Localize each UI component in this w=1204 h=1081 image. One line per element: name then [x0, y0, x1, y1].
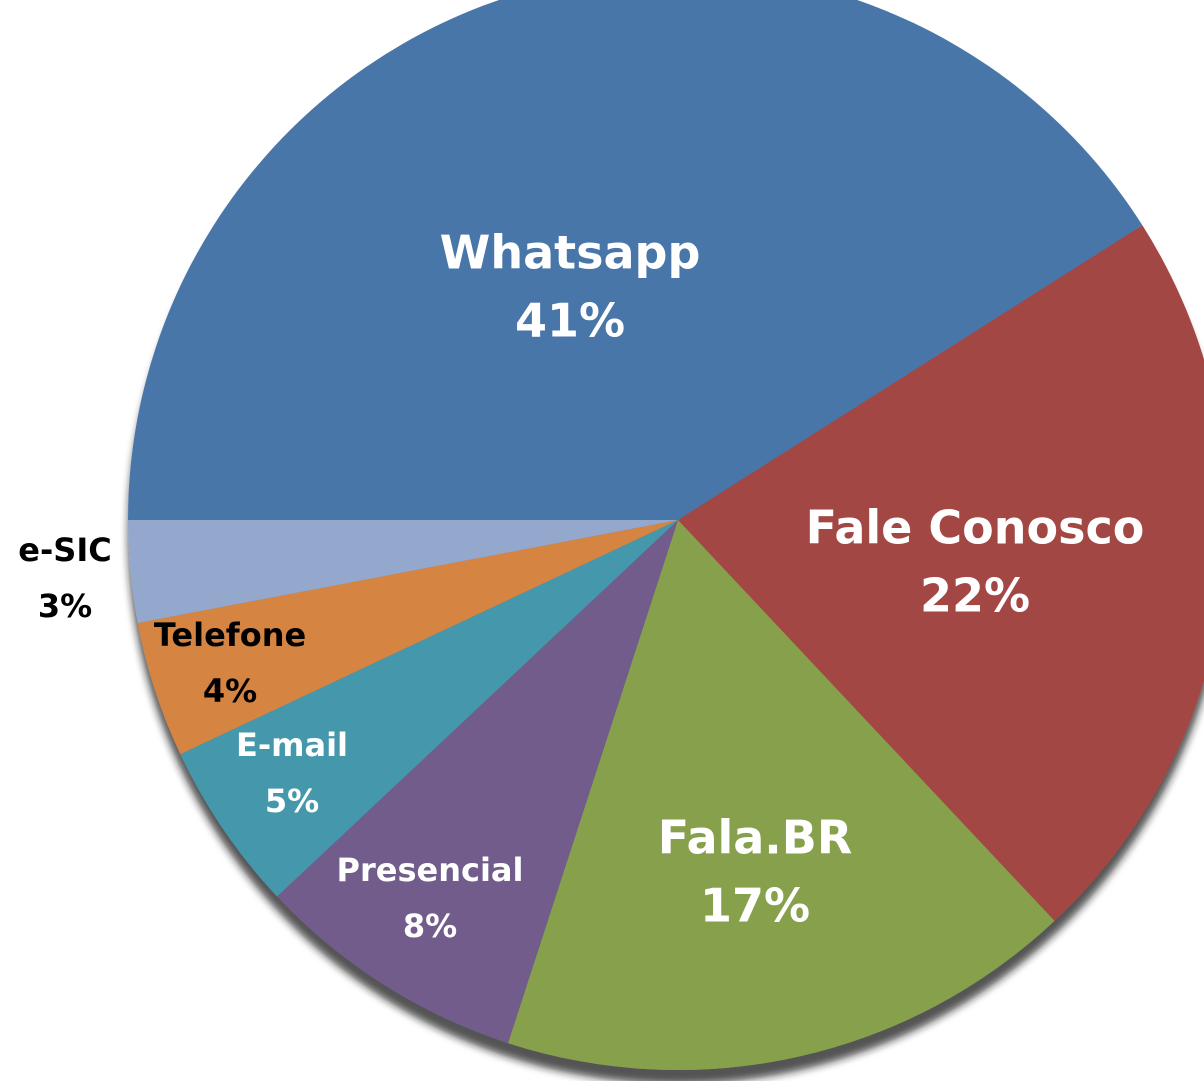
pie-slice	[277, 520, 678, 1044]
slice-value-label: 22%	[920, 569, 1030, 623]
pie	[128, 0, 1204, 1070]
labels: Whatsapp 41% Fale Conosco 22% Fala.BR 17% Pres…	[18, 226, 1144, 946]
slice-label: Fale Conosco	[806, 501, 1145, 555]
slice-label: Fala.BR	[658, 811, 853, 865]
pie-slice	[180, 520, 678, 897]
pie-slice	[678, 225, 1204, 921]
slice-label: e-SIC	[18, 531, 111, 569]
pie-slice	[128, 0, 1143, 520]
slice-label: Telefone	[154, 616, 306, 654]
slice-value-label: 8%	[403, 907, 457, 945]
slice-value-label: 41%	[515, 294, 625, 348]
slice-label: E-mail	[236, 726, 348, 764]
slice-value-label: 5%	[265, 782, 319, 820]
pie-slice	[137, 520, 679, 755]
slice-value-label: 17%	[700, 879, 810, 933]
pie-slice	[508, 520, 1055, 1070]
slice-value-label: 3%	[38, 587, 92, 625]
pie-slice	[128, 520, 678, 624]
slice-label: Whatsapp	[440, 226, 701, 280]
slice-value-label: 4%	[203, 672, 257, 710]
slice-label: Presencial	[337, 851, 524, 889]
